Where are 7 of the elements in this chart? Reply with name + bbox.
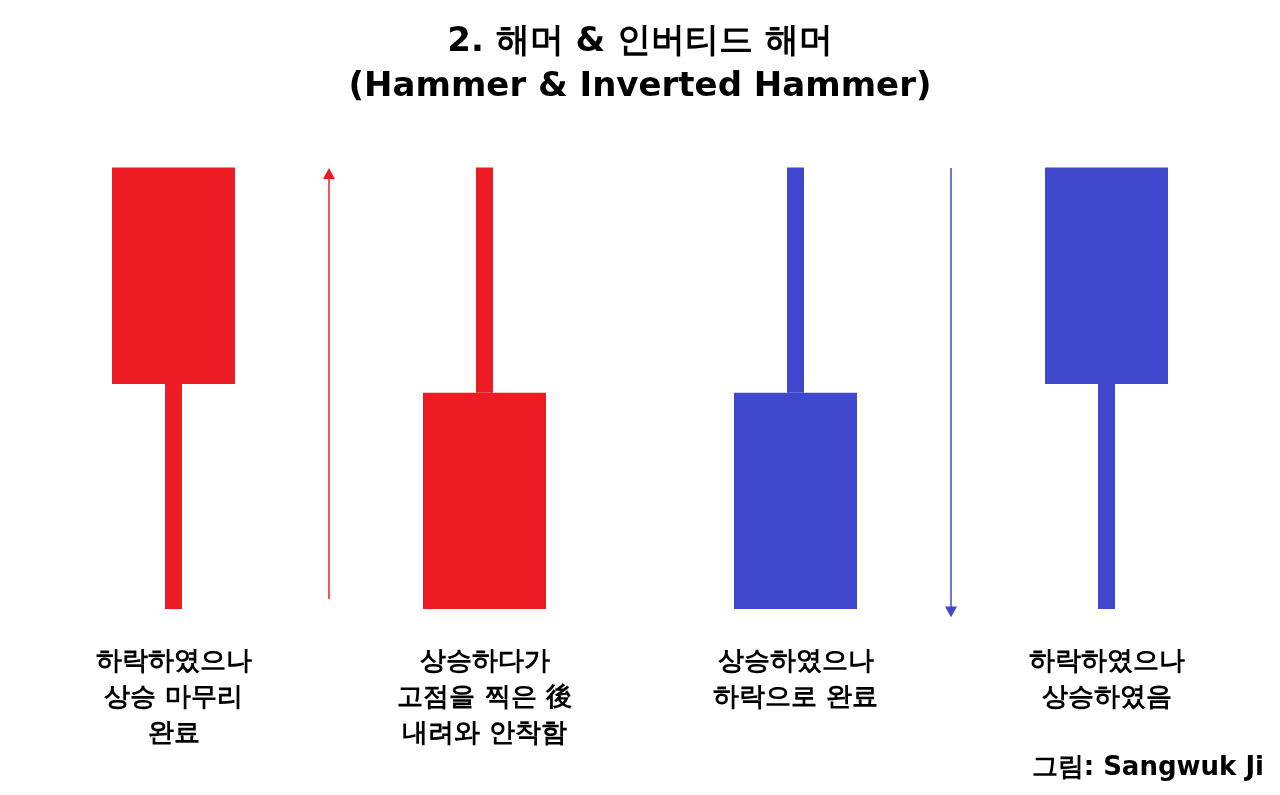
text: 상승하다가 고점을 찍은 後 내려와 안착함 xyxy=(397,644,572,747)
chart-subtitle: (Hammer & Inverted Hammer) xyxy=(348,64,932,105)
chart-title: 2. 해머 & 인버티드 해머 xyxy=(447,19,833,60)
text: 하락하였으나 상승 마무리 완료 xyxy=(95,644,252,747)
text: 하락하였으나 상승하였음 xyxy=(1028,644,1185,711)
text: 상승하였으나 하락으로 완료 xyxy=(712,644,879,711)
text: 그림: Sangwuk Ji xyxy=(1031,750,1264,781)
